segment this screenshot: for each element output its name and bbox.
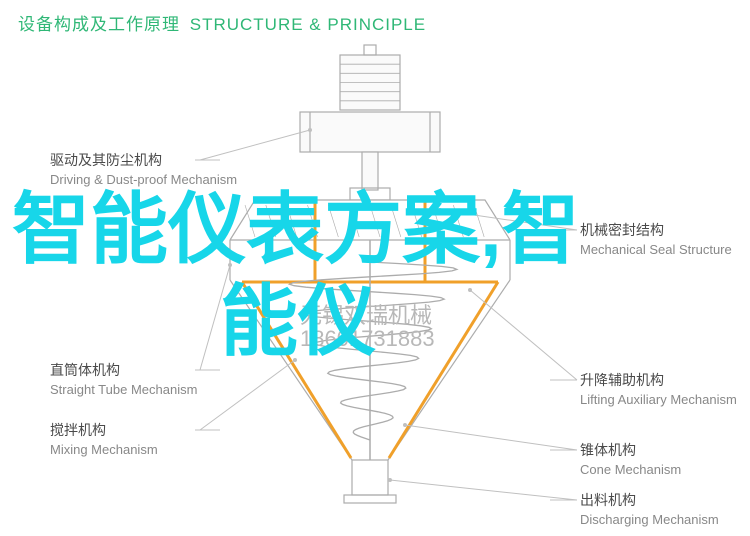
title-en: STRUCTURE & PRINCIPLE: [190, 15, 426, 34]
label-mix: 搅拌机构 Mixing Mechanism: [50, 420, 158, 457]
section-title: 设备构成及工作原理 STRUCTURE & PRINCIPLE: [18, 10, 426, 35]
label-lift-en: Lifting Auxiliary Mechanism: [580, 392, 737, 407]
label-tube-cn: 直筒体机构: [50, 360, 197, 380]
title-cn: 设备构成及工作原理: [18, 15, 180, 34]
label-cone: 锥体机构 Cone Mechanism: [580, 440, 681, 477]
label-out-cn: 出料机构: [580, 490, 719, 510]
label-seal-en: Mechanical Seal Structure: [580, 242, 732, 257]
label-cone-cn: 锥体机构: [580, 440, 681, 460]
overlay-text-line2: 能仪: [220, 282, 376, 360]
label-out: 出料机构 Discharging Mechanism: [580, 490, 719, 527]
label-drive-cn: 驱动及其防尘机构: [50, 150, 237, 170]
label-drive: 驱动及其防尘机构Driving & Dust-proof Mechanism: [50, 150, 237, 187]
label-seal-cn: 机械密封结构: [580, 220, 732, 240]
overlay-text-line1: 智能仪表方案,智: [12, 190, 580, 268]
label-tube-en: Straight Tube Mechanism: [50, 382, 197, 397]
label-out-en: Discharging Mechanism: [580, 512, 719, 527]
label-seal: 机械密封结构 Mechanical Seal Structure: [580, 220, 732, 257]
label-mix-cn: 搅拌机构: [50, 420, 158, 440]
label-cone-en: Cone Mechanism: [580, 462, 681, 477]
label-lift-cn: 升降辅助机构: [580, 370, 737, 390]
label-tube: 直筒体机构 Straight Tube Mechanism: [50, 360, 197, 397]
label-lift: 升降辅助机构 Lifting Auxiliary Mechanism: [580, 370, 737, 407]
label-mix-en: Mixing Mechanism: [50, 442, 158, 457]
